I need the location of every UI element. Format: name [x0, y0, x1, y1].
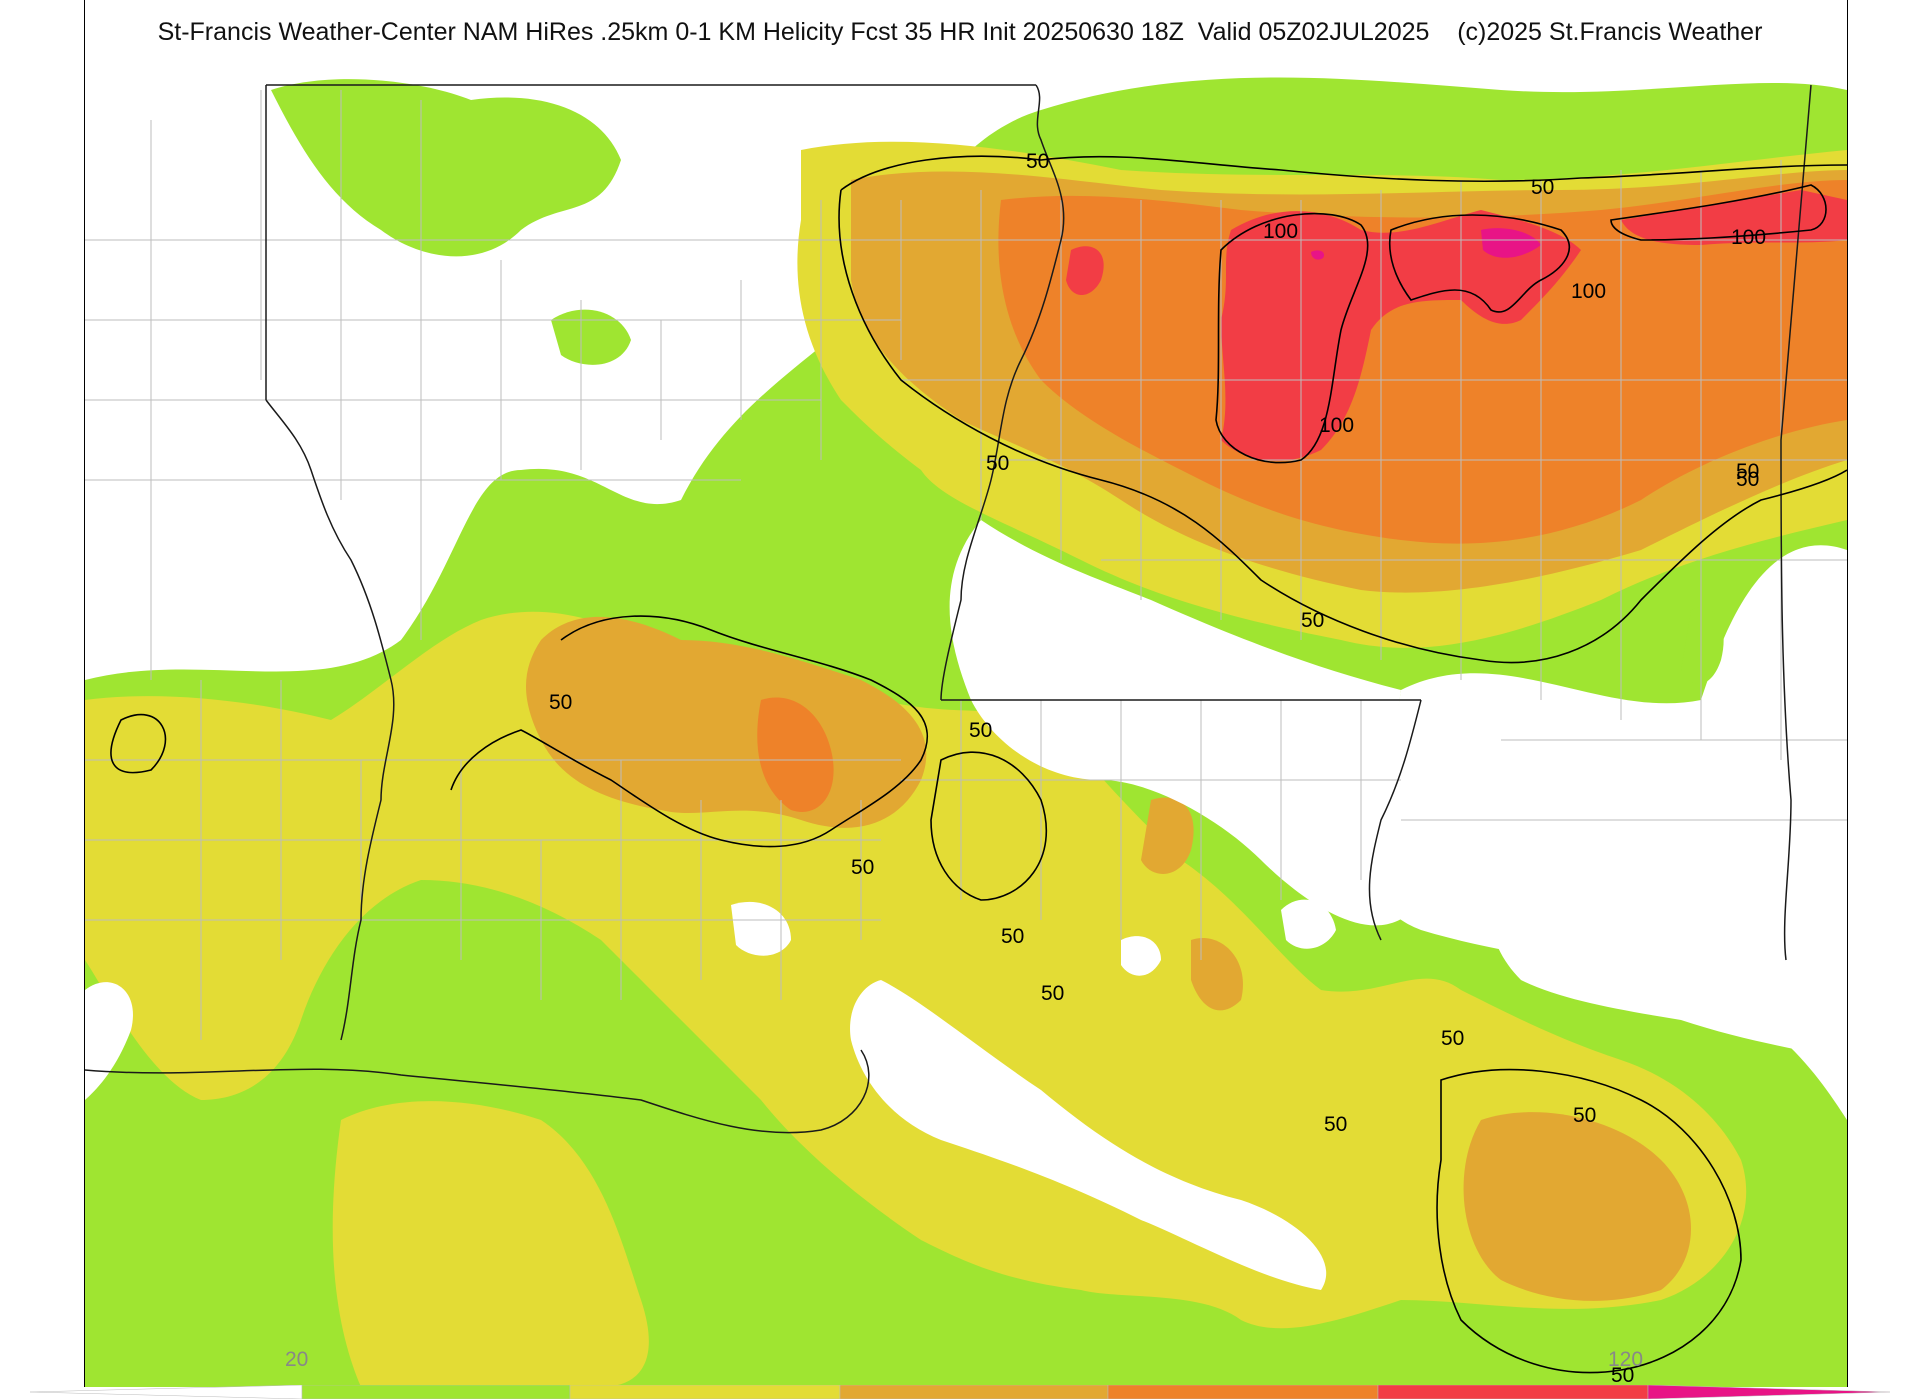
helicity-area-20: [1681, 607, 1724, 684]
helicity-area-none: [1121, 936, 1161, 976]
boundaries: [85, 84, 1847, 1134]
contour-label: 100: [1319, 414, 1354, 437]
contour-100-b: [1388, 214, 1570, 313]
helicity-area-60: [1191, 938, 1243, 1011]
contour-label: 50: [1573, 1104, 1596, 1127]
colorbar-segment-l100: [1377, 1385, 1649, 1399]
contour-label: 50: [1026, 150, 1049, 173]
colorbar-segment-l20: [301, 1385, 571, 1399]
contour-50-south: [1436, 1068, 1742, 1374]
helicity-area-60: [1141, 797, 1194, 874]
county-lines: [85, 90, 1847, 1040]
contour-label: 50: [1736, 468, 1759, 491]
contour-label: 50: [1441, 1027, 1464, 1050]
contour-label: 50: [1324, 1113, 1347, 1136]
contour-label: 50: [1301, 609, 1324, 632]
contour-50-central: [930, 751, 1047, 901]
helicity-area-20: [271, 79, 621, 257]
helicity-area-80: [757, 697, 834, 812]
helicity-area-120: [1481, 228, 1541, 258]
contour-50-west: [110, 615, 929, 848]
contour-label: 50: [1611, 1364, 1634, 1387]
contour-label: 50: [1041, 982, 1064, 1005]
contour-label: 50: [969, 719, 992, 742]
helicity-area-none: [731, 901, 791, 956]
colorbar-segment-l80: [1107, 1385, 1379, 1399]
helicity-area-20: [551, 309, 631, 365]
colorbar-segment-none: [30, 1385, 303, 1399]
map-panel: 50 50 50 100 100 100 100 50 50 50 50 50 50 50 50 50 50 50…: [84, 0, 1848, 1387]
helicity-area-none: [1281, 899, 1336, 949]
helicity-area-none: [1490, 871, 1847, 1060]
colorbar-strip: [30, 1385, 1890, 1399]
helicity-area-none: [949, 520, 1421, 926]
contour-100-c: [1610, 184, 1827, 241]
contour-label: 50: [549, 691, 572, 714]
colorbar-segment-l60: [839, 1385, 1109, 1399]
colorbar-tick-high: 120: [1608, 1348, 1644, 1371]
map-title: St-Francis Weather-Center NAM HiRes .25k…: [157, 18, 1763, 46]
helicity-area-none: [850, 980, 1327, 1290]
helicity-shading: [85, 77, 1847, 1387]
helicity-area-100: [1221, 210, 1581, 461]
helicity-area-100: [1066, 246, 1104, 295]
contour-label: 50: [1736, 460, 1759, 483]
contour-label: 50: [986, 452, 1009, 475]
contour-label: 50: [1001, 925, 1024, 948]
helicity-area-80: [998, 180, 1847, 544]
contour-label: 50: [851, 856, 874, 879]
helicity-area-40: [332, 1101, 649, 1387]
contour-50-north: [838, 155, 1847, 664]
contour-label: 100: [1731, 226, 1766, 249]
helicity-contours: [110, 155, 1847, 1374]
helicity-area-120: [1311, 250, 1325, 260]
contour-label: 50: [1531, 176, 1554, 199]
contour-label: 100: [1571, 280, 1606, 303]
contour-label: 100: [1263, 220, 1298, 243]
colorbar-segment-l40: [569, 1385, 841, 1399]
colorbar-segment-l120: [1647, 1385, 1890, 1399]
helicity-area-40: [85, 611, 1747, 1329]
colorbar-tick-low: 20: [285, 1348, 309, 1371]
contour-100-a: [1215, 212, 1369, 464]
helicity-area-60: [1463, 1112, 1691, 1301]
state-border: [85, 84, 1812, 1134]
